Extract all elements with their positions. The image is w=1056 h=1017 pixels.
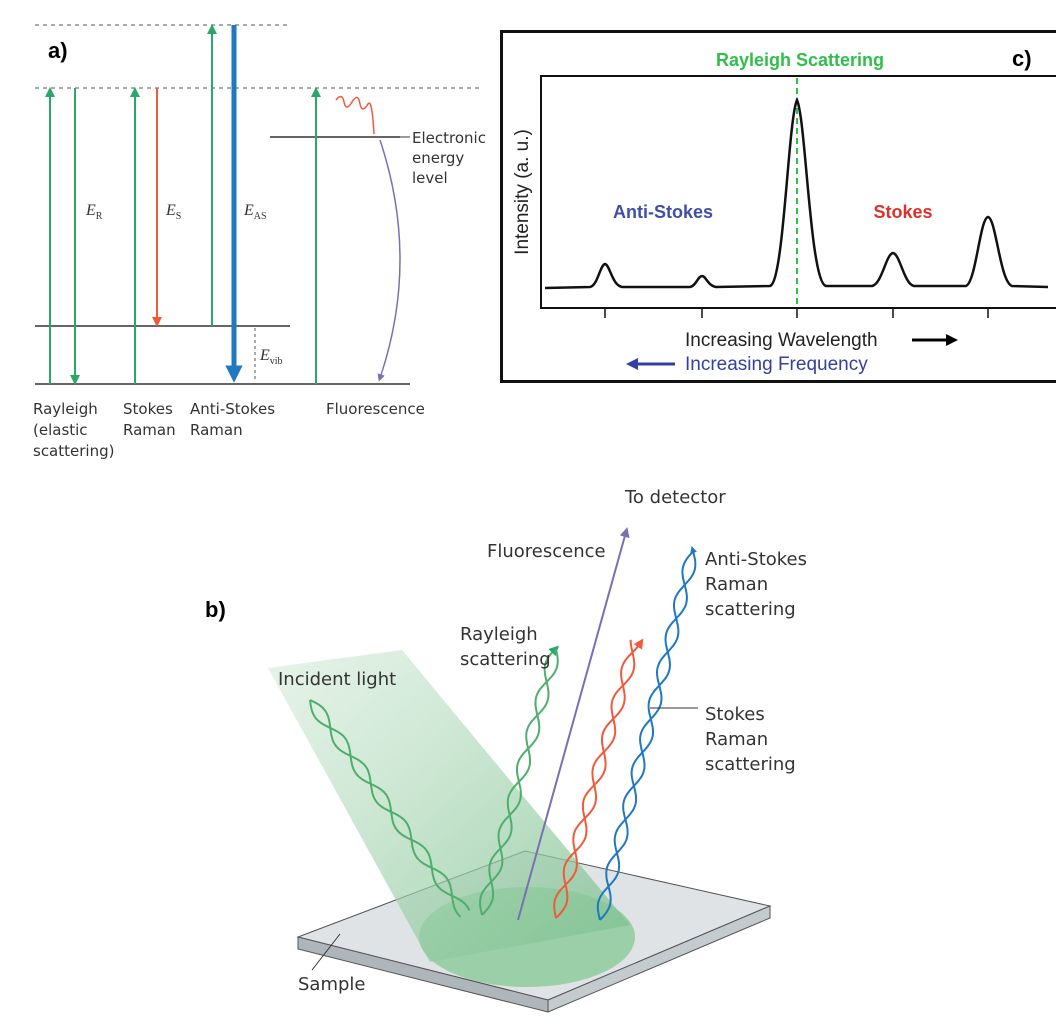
process-label: Anti-Stokes bbox=[190, 400, 275, 418]
sample-side bbox=[547, 905, 771, 1013]
spectrum bbox=[544, 96, 1049, 290]
ticks bbox=[604, 308, 989, 318]
subscript: vib bbox=[270, 356, 283, 367]
light-wave bbox=[599, 546, 697, 921]
level-label: Electronic bbox=[412, 129, 486, 147]
peak-label: Stokes bbox=[873, 202, 932, 222]
process-label: Raman bbox=[123, 421, 176, 439]
light-wave bbox=[553, 639, 636, 919]
x-axis-label: Increasing Frequency bbox=[685, 354, 868, 375]
level-label: energy bbox=[412, 149, 464, 167]
process-label: Raman bbox=[190, 421, 243, 439]
panel-label: b) bbox=[205, 597, 226, 622]
light-wave bbox=[555, 638, 644, 919]
process-label: Fluorescence bbox=[326, 400, 425, 418]
incident-beam bbox=[268, 650, 630, 962]
symbol: E bbox=[165, 202, 176, 219]
panel-label: a) bbox=[48, 38, 68, 63]
light-wave bbox=[309, 699, 462, 918]
annotation: Fluorescence bbox=[487, 541, 606, 562]
energy-label: Evib bbox=[259, 347, 283, 367]
light-wave bbox=[479, 648, 559, 916]
light-wave bbox=[596, 549, 696, 921]
process-label: Stokes bbox=[123, 400, 173, 418]
peak-label: Anti-Stokes bbox=[613, 202, 713, 222]
spectrum-title: Rayleigh Scattering bbox=[716, 50, 884, 70]
annotation: scattering bbox=[705, 754, 796, 775]
energy-label: ES bbox=[165, 202, 181, 222]
process-label: (elastic bbox=[33, 421, 88, 439]
panel-c: Rayleigh Scattering c) Anti-Stokes Stoke… bbox=[500, 30, 1056, 383]
annotation: Sample bbox=[298, 974, 366, 995]
annotation: Anti-Stokes bbox=[705, 549, 807, 570]
annotation: Rayleigh bbox=[460, 624, 538, 645]
symbol: E bbox=[243, 202, 254, 219]
panel-b: b) To detector Fluorescence Anti-Stokes … bbox=[205, 487, 807, 1013]
annotation: Raman bbox=[705, 729, 768, 750]
level-label: level bbox=[412, 169, 448, 187]
energy-label: EAS bbox=[243, 202, 267, 222]
leader bbox=[311, 933, 341, 971]
y-axis-label: Intensity (a. u.) bbox=[512, 129, 533, 255]
subscript: S bbox=[176, 211, 182, 222]
x-axis-label: Increasing Wavelength bbox=[685, 330, 878, 351]
process-label: scattering) bbox=[33, 442, 114, 460]
panel-frame bbox=[500, 30, 1056, 383]
energy-label: ER bbox=[85, 202, 103, 222]
subscript: AS bbox=[254, 211, 267, 222]
panel-label: c) bbox=[1012, 46, 1032, 71]
symbol: E bbox=[259, 347, 270, 364]
fluorescence-arrow bbox=[377, 139, 401, 382]
annotation: scattering bbox=[460, 649, 551, 670]
annotation: scattering bbox=[705, 599, 796, 620]
process-label: Rayleigh bbox=[33, 400, 98, 418]
annotation: Raman bbox=[705, 574, 768, 595]
subscript: R bbox=[96, 211, 103, 222]
relaxation-squiggle bbox=[335, 95, 375, 135]
panel-a: a) ER ES EAS Evib Electronic energy leve… bbox=[33, 24, 486, 460]
light-wave bbox=[309, 699, 471, 911]
fluorescence-ray bbox=[517, 527, 630, 921]
symbol: E bbox=[85, 202, 96, 219]
annotation: To detector bbox=[624, 487, 726, 508]
annotation: Stokes bbox=[705, 704, 765, 725]
annotation: Incident light bbox=[278, 669, 396, 690]
plot-frame bbox=[540, 75, 1056, 309]
